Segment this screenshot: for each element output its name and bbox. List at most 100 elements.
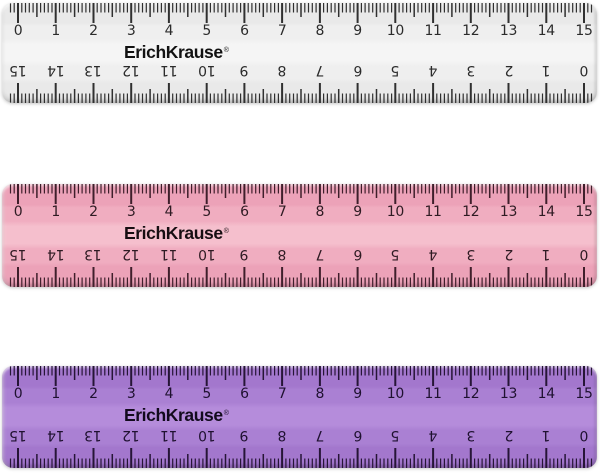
cm-number: 14 (47, 62, 65, 78)
bottom-cm-scale-inverted: 15 14 13 12 11 10 9 8 7 6 5 4 3 2 1 0 (2, 246, 597, 262)
cm-number: 9 (240, 246, 249, 262)
cm-number: 1 (541, 62, 551, 78)
cm-number: 2 (89, 386, 98, 402)
registered-trademark-icon: ® (223, 410, 229, 417)
cm-number: 12 (122, 62, 140, 78)
cm-number: 13 (84, 62, 103, 78)
cm-number: 3 (126, 204, 136, 220)
bottom-cm-scale-inverted: 15 14 13 12 11 10 9 8 7 6 5 4 3 2 1 0 (2, 62, 597, 78)
cm-number: 8 (277, 427, 287, 443)
cm-number: 9 (353, 204, 362, 220)
top-millimeter-ticks (9, 366, 593, 386)
cm-number: 5 (391, 246, 400, 262)
cm-number: 0 (13, 204, 23, 220)
cm-number: 4 (164, 204, 174, 220)
cm-number: 8 (315, 204, 325, 220)
cm-number: 2 (504, 62, 513, 78)
cm-number: 9 (240, 62, 249, 78)
brand-logo: ErichKrause® (124, 224, 229, 243)
top-cm-scale: 0 1 2 3 4 5 6 7 8 9 10 11 12 13 14 15 (2, 24, 597, 39)
cm-number: 3 (466, 62, 476, 78)
cm-number: 0 (13, 23, 23, 39)
cm-number: 3 (126, 23, 136, 39)
cm-number: 1 (51, 23, 61, 39)
cm-number: 9 (240, 427, 249, 443)
cm-number: 8 (277, 62, 287, 78)
cm-number: 6 (353, 427, 362, 443)
ruler-purple: 0 1 2 3 4 5 6 7 8 9 10 11 12 13 14 15 ErichKrause® 15 14… (2, 366, 597, 468)
brand-name: ErichKrause (124, 42, 223, 62)
bottom-millimeter-ticks (9, 267, 593, 287)
cm-number: 6 (353, 246, 362, 262)
cm-number: 7 (315, 427, 325, 443)
cm-number: 1 (51, 386, 61, 402)
cm-number: 8 (277, 246, 287, 262)
cm-number: 10 (198, 246, 216, 262)
cm-number: 10 (386, 23, 405, 39)
registered-trademark-icon: ® (223, 228, 229, 235)
cm-number: 12 (462, 204, 480, 220)
cm-number: 10 (386, 386, 405, 402)
cm-number: 7 (277, 23, 287, 39)
cm-number: 6 (240, 204, 249, 220)
cm-number: 4 (164, 23, 174, 39)
cm-number: 7 (315, 246, 325, 262)
cm-number: 0 (579, 246, 589, 262)
cm-number: 11 (160, 62, 178, 78)
cm-number: 13 (84, 427, 103, 443)
cm-number: 10 (198, 62, 216, 78)
bottom-cm-scale-inverted: 15 14 13 12 11 10 9 8 7 6 5 4 3 2 1 0 (2, 427, 597, 443)
cm-number: 15 (575, 386, 593, 402)
cm-number: 7 (277, 386, 287, 402)
cm-number: 12 (122, 427, 140, 443)
cm-number: 13 (499, 204, 518, 220)
cm-number: 7 (277, 204, 287, 220)
bottom-millimeter-ticks (9, 83, 593, 103)
cm-number: 12 (462, 23, 480, 39)
cm-number: 0 (13, 386, 23, 402)
cm-number: 2 (89, 23, 98, 39)
cm-number: 14 (47, 427, 65, 443)
cm-number: 6 (240, 23, 249, 39)
cm-number: 11 (424, 23, 442, 39)
top-cm-scale: 0 1 2 3 4 5 6 7 8 9 10 11 12 13 14 15 (2, 205, 597, 220)
cm-number: 8 (315, 23, 325, 39)
top-millimeter-ticks (9, 184, 593, 204)
cm-number: 3 (466, 246, 476, 262)
registered-trademark-icon: ® (223, 47, 229, 54)
cm-number: 13 (499, 386, 518, 402)
brand-logo: ErichKrause® (124, 42, 229, 62)
cm-number: 15 (9, 246, 27, 262)
cm-number: 8 (315, 386, 325, 402)
top-millimeter-ticks (9, 3, 593, 23)
cm-number: 14 (47, 246, 65, 262)
cm-number: 2 (89, 204, 98, 220)
cm-number: 0 (579, 62, 589, 78)
cm-number: 0 (579, 427, 589, 443)
cm-number: 13 (499, 23, 518, 39)
cm-number: 2 (504, 246, 513, 262)
cm-number: 14 (537, 23, 556, 39)
cm-number: 11 (160, 246, 178, 262)
cm-number: 4 (428, 246, 438, 262)
cm-number: 3 (466, 427, 476, 443)
ruler-white-transparent: 0 1 2 3 4 5 6 7 8 9 10 11 12 13 14 15 ErichKrause® 15 14… (2, 3, 597, 103)
cm-number: 15 (9, 427, 27, 443)
cm-number: 10 (386, 204, 405, 220)
cm-number: 1 (541, 427, 551, 443)
cm-number: 2 (504, 427, 513, 443)
cm-number: 14 (537, 204, 556, 220)
cm-number: 5 (202, 386, 211, 402)
cm-number: 10 (198, 427, 216, 443)
cm-number: 7 (315, 62, 325, 78)
bottom-millimeter-ticks (9, 448, 593, 468)
cm-number: 12 (122, 246, 140, 262)
cm-number: 4 (428, 427, 438, 443)
cm-number: 15 (575, 204, 593, 220)
cm-number: 5 (391, 62, 400, 78)
cm-number: 11 (424, 386, 442, 402)
cm-number: 3 (126, 386, 136, 402)
cm-number: 11 (160, 427, 178, 443)
cm-number: 4 (428, 62, 438, 78)
